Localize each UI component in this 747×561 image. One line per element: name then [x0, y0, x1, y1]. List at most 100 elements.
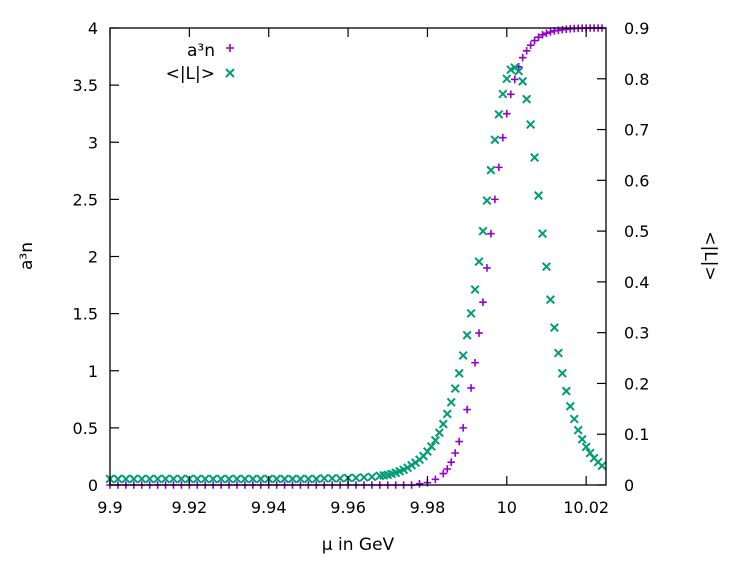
data-point: [482, 196, 492, 206]
data-point: [467, 384, 475, 392]
data-point: [447, 458, 456, 466]
data-point: [113, 474, 123, 484]
data-point: [475, 329, 483, 337]
data-point: [426, 441, 436, 451]
data-point: [438, 419, 448, 429]
x-tick-label: 9.98: [410, 498, 446, 517]
data-point: [454, 368, 464, 378]
data-point: [430, 435, 440, 445]
x-tick-label: 9.9: [97, 498, 122, 517]
data-point: [557, 368, 567, 378]
y2-axis-title-group: <|L|>: [700, 231, 720, 280]
data-point: [546, 28, 555, 36]
data-point: [553, 348, 563, 358]
data-point: [577, 434, 587, 444]
data-point: [272, 474, 282, 484]
y2-tick-label: 0.2: [624, 374, 649, 393]
data-point: [192, 474, 202, 484]
data-point: [522, 47, 531, 55]
data-point: [327, 473, 337, 483]
data-point: [462, 330, 472, 340]
data-point: [129, 474, 139, 484]
data-point: [335, 473, 345, 483]
data-point: [478, 226, 488, 236]
data-point: [311, 474, 321, 484]
data-point: [216, 474, 226, 484]
x-axis-title: μ in GeV: [322, 535, 395, 555]
data-point: [545, 295, 555, 305]
data-point: [494, 109, 504, 119]
data-point: [459, 424, 467, 432]
data-point: [542, 29, 551, 37]
data-point: [569, 414, 579, 424]
data-point: [431, 475, 440, 484]
data-point: [403, 463, 413, 473]
y2-tick-label: 0: [624, 476, 634, 495]
data-point: [240, 474, 250, 484]
data-point: [463, 405, 471, 414]
data-point: [434, 428, 444, 438]
y-tick-label: 4: [88, 19, 98, 38]
legend: a³n <|L|>: [166, 41, 235, 84]
x-tick-label: 9.94: [251, 498, 287, 517]
data-point: [168, 474, 178, 484]
y2-tick-label: 0.7: [624, 121, 649, 140]
y2-tick-label: 0.8: [624, 70, 649, 89]
data-point: [176, 474, 186, 484]
y-tick-label: 3.5: [73, 76, 98, 95]
data-point: [367, 472, 377, 482]
data-point: [280, 474, 290, 484]
y-tick-label: 2: [88, 248, 98, 267]
legend-label-a3n: a³n: [187, 41, 215, 61]
data-point: [538, 31, 547, 39]
x-tick-label: 9.92: [172, 498, 208, 517]
data-point: [534, 33, 543, 41]
data-point: [561, 386, 571, 396]
data-point: [518, 53, 527, 62]
data-point: [224, 474, 234, 484]
y2-tick-label: 0.9: [624, 19, 649, 38]
data-point: [565, 401, 575, 411]
data-point: [573, 425, 583, 435]
data-point: [153, 474, 163, 484]
data-point: [581, 442, 591, 452]
data-point: [208, 474, 218, 484]
data-point: [597, 461, 607, 471]
x-tick-label: 10: [497, 498, 517, 517]
data-point: [443, 465, 452, 473]
data-point: [541, 262, 551, 272]
y2-tick-label: 0.5: [624, 222, 649, 241]
data-point: [288, 474, 298, 484]
y-tick-label: 1.5: [73, 305, 98, 324]
data-point: [522, 94, 532, 104]
y-tick-label: 2.5: [73, 190, 98, 209]
data-point: [498, 89, 508, 99]
y2-tick-label: 0.3: [624, 324, 649, 343]
legend-label-l: <|L|>: [166, 64, 215, 84]
series-1: [105, 63, 607, 484]
x-tick-label: 10.02: [563, 498, 609, 517]
data-point: [137, 474, 147, 484]
data-point: [487, 229, 495, 238]
data-point: [450, 384, 460, 394]
legend-marker-a3n: [226, 44, 234, 52]
data-point: [303, 474, 313, 484]
data-point: [451, 449, 460, 457]
data-point: [455, 437, 463, 446]
data-point: [486, 165, 496, 175]
series-0: [106, 24, 606, 489]
data-point: [256, 474, 266, 484]
y2-tick-label: 0.6: [624, 171, 649, 190]
data-point: [319, 473, 329, 483]
data-point: [415, 480, 424, 488]
data-point: [502, 74, 512, 84]
data-point: [538, 229, 548, 239]
data-point: [466, 308, 476, 318]
y2-axis-title: <|L|>: [700, 231, 720, 280]
y-axis-title: a³n: [17, 242, 37, 270]
data-point: [442, 409, 452, 419]
axis-ticks: 9.9 9.92 9.94 9.96 9.98 10 10.02 0 0.5 1 1.5 2 2.5 3 3…: [73, 19, 650, 517]
data-point: [518, 76, 528, 86]
y-tick-label: 1: [88, 362, 98, 381]
data-point: [491, 195, 499, 204]
